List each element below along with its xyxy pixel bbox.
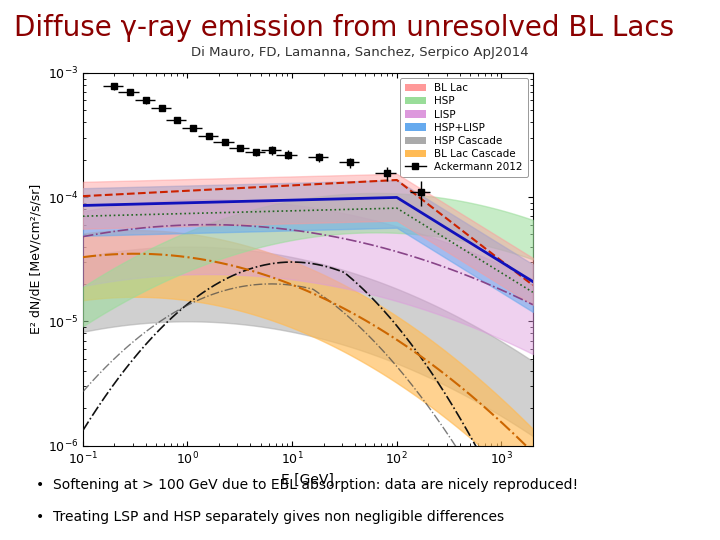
Text: •  Softening at > 100 GeV due to EBL absorption: data are nicely reproduced!: • Softening at > 100 GeV due to EBL abso…: [36, 478, 578, 492]
Legend: BL Lac, HSP, LISP, HSP+LISP, HSP Cascade, BL Lac Cascade, Ackermann 2012: BL Lac, HSP, LISP, HSP+LISP, HSP Cascade…: [400, 78, 528, 177]
Text: •  Treating LSP and HSP separately gives non negligible differences: • Treating LSP and HSP separately gives …: [36, 510, 504, 524]
Y-axis label: E² dN/dE [MeV/cm²/s/sr]: E² dN/dE [MeV/cm²/s/sr]: [29, 184, 42, 334]
Text: Di Mauro, FD, Lamanna, Sanchez, Serpico ApJ2014: Di Mauro, FD, Lamanna, Sanchez, Serpico …: [192, 46, 528, 59]
Text: Diffuse γ-ray emission from unresolved BL Lacs: Diffuse γ-ray emission from unresolved B…: [14, 14, 675, 42]
X-axis label: E [GeV]: E [GeV]: [282, 472, 334, 487]
